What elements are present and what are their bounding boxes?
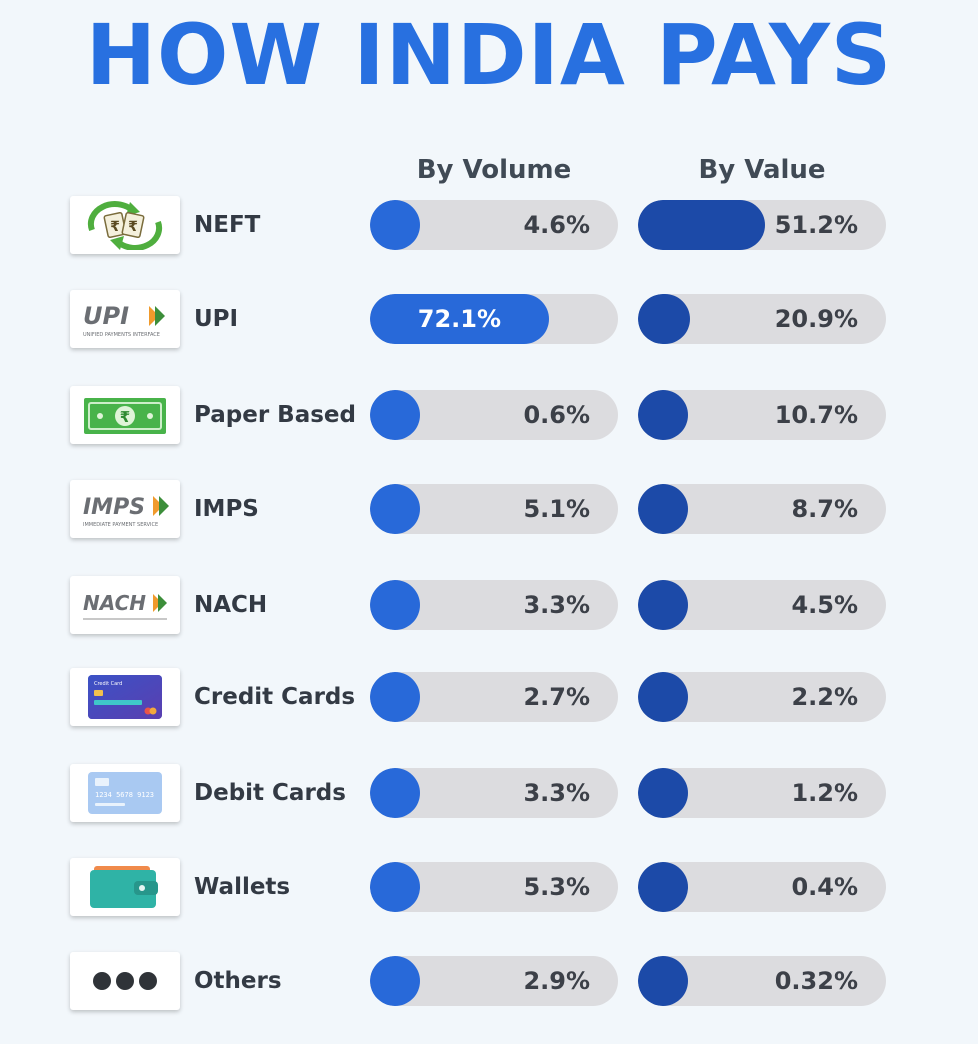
volume-data-label: 2.7%	[523, 683, 590, 711]
payment-method-label: Debit Cards	[194, 780, 346, 806]
debit-card-icon: 1234 5678 9123	[70, 764, 180, 822]
credit-card-icon: Credit Card	[70, 668, 180, 726]
payment-row: ₹ ₹ NEFT 4.6% 51.2%	[0, 196, 978, 288]
volume-bar	[370, 294, 549, 344]
volume-bar	[370, 672, 420, 722]
value-bar	[638, 580, 688, 630]
volume-bar	[370, 390, 420, 440]
more-dots-icon	[70, 952, 180, 1010]
payment-method-label: Others	[194, 968, 282, 994]
volume-bar-track: 2.9%	[370, 956, 618, 1006]
value-bar-track: 20.9%	[638, 294, 886, 344]
payment-method-label: Paper Based	[194, 402, 356, 428]
volume-bar	[370, 862, 420, 912]
payment-row: NACH NACH 3.3% 4.5%	[0, 576, 978, 668]
volume-data-label: 72.1%	[417, 305, 502, 333]
svg-text:NACH: NACH	[83, 591, 146, 615]
volume-bar	[370, 484, 420, 534]
value-bar-track: 0.32%	[638, 956, 886, 1006]
value-bar-track: 8.7%	[638, 484, 886, 534]
volume-bar-track: 5.1%	[370, 484, 618, 534]
payment-row: Others 2.9% 0.32%	[0, 952, 978, 1044]
wallet-icon	[70, 858, 180, 916]
payment-method-label: IMPS	[194, 496, 259, 522]
volume-data-label: 0.6%	[523, 401, 590, 429]
page-title: HOW INDIA PAYS	[85, 6, 893, 104]
column-header-value: By Value	[698, 155, 826, 185]
imps-logo-icon: IMPS IMMEDIATE PAYMENT SERVICE	[70, 480, 180, 538]
payment-method-label: NEFT	[194, 212, 261, 238]
value-bar-track: 2.2%	[638, 672, 886, 722]
svg-text:₹: ₹	[120, 408, 130, 426]
value-data-label: 20.9%	[774, 305, 858, 333]
value-bar	[638, 390, 688, 440]
volume-data-label: 5.3%	[523, 873, 590, 901]
upi-logo-icon: UPI UNIFIED PAYMENTS INTERFACE	[70, 290, 180, 348]
value-bar	[638, 956, 688, 1006]
value-bar	[638, 484, 688, 534]
volume-bar-track: 2.7%	[370, 672, 618, 722]
volume-bar-track: 4.6%	[370, 200, 618, 250]
payment-row: UPI UNIFIED PAYMENTS INTERFACE UPI 72.1% 20.…	[0, 290, 978, 382]
volume-bar	[370, 956, 420, 1006]
volume-bar-track: 3.3%	[370, 768, 618, 818]
volume-data-label: 5.1%	[523, 495, 590, 523]
value-bar	[638, 768, 688, 818]
value-bar	[638, 862, 688, 912]
value-data-label: 4.5%	[791, 591, 858, 619]
volume-bar	[370, 580, 420, 630]
value-data-label: 51.2%	[774, 211, 858, 239]
payment-method-label: Credit Cards	[194, 684, 356, 710]
value-bar	[638, 294, 690, 344]
value-data-label: 0.4%	[791, 873, 858, 901]
neft-rupee-exchange-icon: ₹ ₹	[70, 196, 180, 254]
value-data-label: 1.2%	[791, 779, 858, 807]
nach-logo-icon: NACH	[70, 576, 180, 634]
svg-text:IMPS: IMPS	[83, 495, 145, 520]
payment-row: 1234 5678 9123 Debit Cards 3.3% 1.2%	[0, 764, 978, 856]
svg-text:₹: ₹	[110, 219, 120, 235]
payment-method-label: UPI	[194, 306, 239, 332]
value-data-label: 10.7%	[774, 401, 858, 429]
svg-text:1234 5678 9123: 1234 5678 9123	[95, 791, 154, 799]
value-bar-track: 1.2%	[638, 768, 886, 818]
value-bar-track: 0.4%	[638, 862, 886, 912]
volume-bar-track: 72.1%	[370, 294, 618, 344]
volume-bar	[370, 200, 420, 250]
value-bar-track: 10.7%	[638, 390, 886, 440]
value-bar	[638, 200, 765, 250]
volume-data-label: 3.3%	[523, 779, 590, 807]
value-data-label: 0.32%	[774, 967, 858, 995]
payment-method-label: NACH	[194, 592, 268, 618]
svg-text:IMMEDIATE PAYMENT SERVICE: IMMEDIATE PAYMENT SERVICE	[83, 522, 158, 528]
payment-row: Credit Card Credit Cards 2.7% 2.2%	[0, 668, 978, 760]
value-bar-track: 51.2%	[638, 200, 886, 250]
svg-text:₹: ₹	[128, 219, 138, 235]
value-data-label: 2.2%	[791, 683, 858, 711]
volume-bar-track: 3.3%	[370, 580, 618, 630]
value-bar-track: 4.5%	[638, 580, 886, 630]
volume-bar-track: 0.6%	[370, 390, 618, 440]
svg-text:Credit Card: Credit Card	[94, 681, 122, 687]
payment-row: IMPS IMMEDIATE PAYMENT SERVICE IMPS 5.1% 8.7…	[0, 480, 978, 572]
volume-data-label: 3.3%	[523, 591, 590, 619]
payment-method-label: Wallets	[194, 874, 291, 900]
volume-bar	[370, 768, 420, 818]
banknote-icon: ₹	[70, 386, 180, 444]
svg-text:UPI: UPI	[83, 302, 129, 330]
svg-text:UNIFIED PAYMENTS INTERFACE: UNIFIED PAYMENTS INTERFACE	[83, 332, 160, 338]
volume-data-label: 2.9%	[523, 967, 590, 995]
payment-row: ₹ Paper Based 0.6% 10.7%	[0, 386, 978, 478]
column-header-volume: By Volume	[416, 155, 572, 185]
value-bar	[638, 672, 688, 722]
value-data-label: 8.7%	[791, 495, 858, 523]
payment-row: Wallets 5.3% 0.4%	[0, 858, 978, 950]
volume-bar-track: 5.3%	[370, 862, 618, 912]
volume-data-label: 4.6%	[523, 211, 590, 239]
